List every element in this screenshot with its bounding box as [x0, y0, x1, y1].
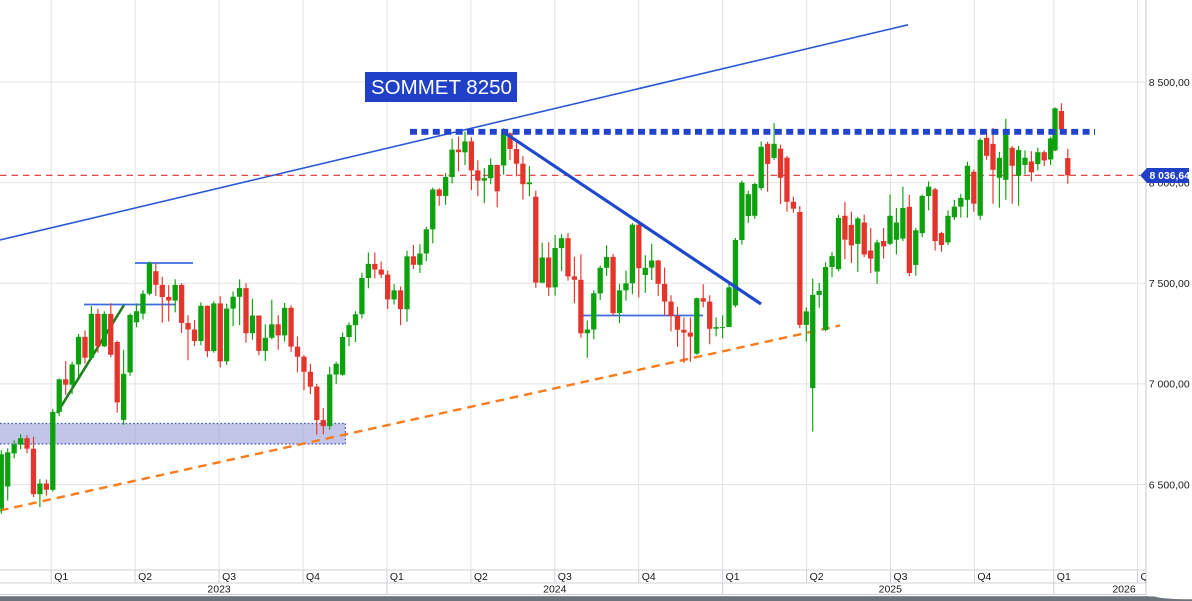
svg-text:6 500,00: 6 500,00 [1149, 479, 1190, 491]
svg-text:Q3: Q3 [558, 571, 572, 583]
svg-text:8 500,00: 8 500,00 [1149, 77, 1190, 89]
svg-text:Q2: Q2 [138, 571, 152, 583]
svg-text:2023: 2023 [207, 583, 231, 595]
svg-text:Q4: Q4 [306, 571, 320, 583]
svg-text:2026: 2026 [1112, 583, 1136, 595]
svg-text:7 500,00: 7 500,00 [1149, 278, 1190, 290]
svg-text:SOMMET 8250: SOMMET 8250 [371, 76, 512, 99]
svg-text:2024: 2024 [543, 583, 567, 595]
svg-text:Q3: Q3 [894, 571, 908, 583]
svg-text:Q2: Q2 [474, 571, 488, 583]
svg-text:2025: 2025 [879, 583, 903, 595]
svg-text:Q1: Q1 [1057, 571, 1071, 583]
svg-text:Q4: Q4 [977, 571, 991, 583]
svg-text:Q1: Q1 [726, 571, 740, 583]
svg-text:8 036,64: 8 036,64 [1150, 171, 1191, 182]
svg-text:7 000,00: 7 000,00 [1149, 379, 1190, 391]
svg-text:Q1: Q1 [54, 571, 68, 583]
svg-text:Q3: Q3 [222, 571, 236, 583]
svg-text:Q1: Q1 [390, 571, 404, 583]
svg-text:Q2: Q2 [810, 571, 824, 583]
svg-text:Q4: Q4 [642, 571, 656, 583]
